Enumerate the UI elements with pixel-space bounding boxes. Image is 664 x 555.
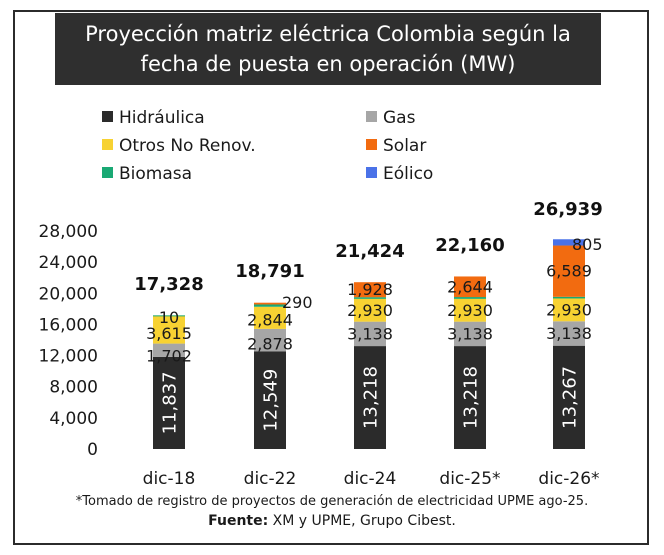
bar-segment-gas [354,321,386,347]
bar-segment-solar [254,302,286,305]
bar-segment-gas [153,343,185,357]
data-label: 3,615 [146,324,192,343]
bar-segment-biomasa [454,297,486,299]
data-label: 2,844 [247,310,293,329]
bar-stack-2: 13,218 3,138 2,930 1,928 [347,280,393,449]
legend-label-1: Gas [383,108,416,128]
data-label: 805 [572,235,603,254]
data-label: 3,138 [347,324,393,343]
bar-segment-hidr-ulica [553,345,585,449]
legend-label-3: Solar [383,136,426,156]
data-label: 3,138 [546,324,592,343]
data-label: 10 [159,308,179,327]
data-label: 2,930 [347,301,393,320]
y-tick-label: 12,000 [39,347,98,367]
x-tick-label: dic-25* [439,469,500,489]
bar-stack-4: 13,267 3,138 2,930 6,589 805 [546,235,603,449]
chart-title: Proyección matriz eléctrica Colombia seg… [55,13,601,85]
total-label: 21,424 [335,241,404,262]
data-label: 13,218 [361,366,382,429]
bar-segment-otros-no-renov- [553,298,585,322]
total-label: 26,939 [533,199,602,220]
bar-segment-biomasa [553,296,585,299]
data-label: 2,878 [247,335,293,354]
data-label: 13,218 [461,366,482,429]
legend-swatch-0 [102,111,113,122]
bar-segment-gas [454,321,486,347]
x-tick-label: dic-24 [344,469,397,489]
data-label: 11,837 [160,371,181,434]
title-line-1: Proyección matriz eléctrica Colombia seg… [85,22,571,46]
data-label: 3,138 [447,324,493,343]
legend-label-4: Biomasa [119,164,192,184]
bar-segment-hidr-ulica [454,346,486,449]
y-tick-label: 24,000 [39,253,98,273]
bar-segment-solar [553,245,585,297]
bar-segment-hidr-ulica [254,351,286,449]
bar-segment-biomasa [153,315,185,317]
data-label: 1,702 [146,347,192,366]
y-tick-label: 8,000 [49,378,98,398]
legend-swatch-2 [102,139,113,150]
bar-segment-biomasa [354,297,386,299]
footnote: *Tomado de registro de proyectos de gene… [75,494,589,509]
data-label: 2,644 [447,277,493,296]
bar-segment-solar [454,276,486,298]
bar-segment-otros-no-renov- [153,315,185,344]
data-label: 13,267 [560,366,581,429]
legend-label-5: Eólico [383,164,433,184]
bar-segment-solar [354,282,386,298]
x-tick-label: dic-22 [244,469,297,489]
x-axis: dic-18 dic-22 dic-24 dic-25* dic-26* [143,469,600,489]
bar-stack-3: 13,218 3,138 2,930 2,644 [447,276,493,449]
bar-segment-biomasa [254,304,286,307]
data-label: 12,549 [261,369,282,432]
bar-segment-hidr-ulica [354,346,386,449]
y-tick-label: 16,000 [39,315,98,335]
y-tick-label: 4,000 [49,409,98,429]
bar-segment-gas [254,328,286,352]
data-label: 1,928 [347,280,393,299]
legend-swatch-1 [366,111,377,122]
source-label: Fuente: [208,513,269,529]
bar-segment-otros-no-renov- [354,298,386,322]
data-label: 2,930 [546,300,592,319]
x-tick-label: dic-18 [143,469,196,489]
data-label: 2,930 [447,301,493,320]
y-tick-label: 20,000 [39,284,98,304]
legend: Hidráulica Gas Otros No Renov. Solar Biomasa… [102,108,433,184]
source-text: XM y UPME, Grupo Cibest. [268,513,456,529]
y-tick-label: 0 [87,440,98,460]
bar-segment-e-lico [553,239,585,246]
legend-label-2: Otros No Renov. [119,136,256,156]
chart-frame [13,10,649,545]
total-label: 17,328 [134,274,203,295]
legend-swatch-3 [366,139,377,150]
y-axis: 0 4,000 8,000 12,000 16,000 20,000 24,000 28,00… [39,222,98,460]
x-tick-label: dic-26* [538,469,599,489]
legend-swatch-5 [366,167,377,178]
total-label: 22,160 [435,235,504,256]
data-label: 6,589 [546,262,592,281]
bar-segment-otros-no-renov- [254,306,286,329]
data-label: 290 [282,293,313,312]
bar-segment-otros-no-renov- [454,298,486,322]
legend-label-0: Hidráulica [119,108,205,128]
y-tick-label: 28,000 [39,222,98,242]
legend-swatch-4 [102,167,113,178]
title-line-2: fecha de puesta en operación (MW) [140,52,516,76]
bar-segment-hidr-ulica [153,356,185,449]
total-label: 18,791 [235,261,304,282]
source-note: Fuente: XM y UPME, Grupo Cibest. [0,513,664,529]
bar-segment-gas [553,321,585,346]
